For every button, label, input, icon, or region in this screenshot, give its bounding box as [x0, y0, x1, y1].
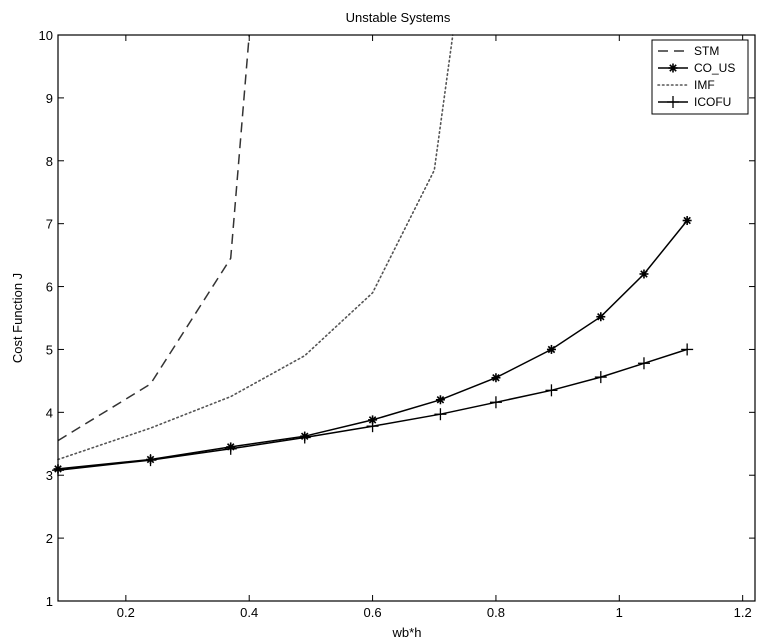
series-icofu-marker	[489, 396, 502, 409]
series-co-us-marker	[682, 216, 692, 226]
series-icofu-marker	[224, 442, 237, 455]
series-co-us-marker	[491, 373, 501, 383]
series-icofu-marker	[298, 431, 311, 444]
series-icofu-marker	[681, 343, 694, 356]
y-tick-label: 8	[46, 154, 53, 169]
series-stm-line	[57, 34, 250, 442]
x-axis-label: wb*h	[392, 625, 422, 640]
chart-title: Unstable Systems	[346, 10, 451, 25]
y-tick-label: 7	[46, 217, 53, 232]
x-tick-label: 1.2	[734, 605, 752, 620]
y-tick-label: 3	[46, 468, 53, 483]
series-co-us-marker	[639, 269, 649, 279]
series-co-us-marker	[546, 344, 556, 354]
series-imf-line	[57, 34, 454, 461]
series-icofu-marker	[144, 454, 157, 467]
x-tick-label: 1	[616, 605, 623, 620]
axis-ticks: 0.2 0.4 0.6 0.8 1 1.2 1 2 3 4 5 6 7 8 9 10	[39, 28, 755, 620]
series-icofu-marker	[637, 357, 650, 370]
legend-icofu-label: ICOFU	[694, 95, 731, 109]
y-tick-label: 1	[46, 594, 53, 609]
x-tick-label: 0.8	[487, 605, 505, 620]
legend-co-us-marker	[668, 63, 678, 73]
series-co-us-marker	[435, 395, 445, 405]
legend-stm-label: STM	[694, 44, 719, 58]
series-icofu-marker	[594, 371, 607, 384]
legend: STM CO_US IMF ICOFU	[651, 39, 749, 115]
y-axis-label: Cost Function J	[10, 273, 25, 363]
series-icofu-marker	[545, 384, 558, 397]
series-co-us-marker	[596, 312, 606, 322]
y-tick-label: 2	[46, 531, 53, 546]
legend-icofu-marker	[667, 96, 679, 108]
y-tick-label: 4	[46, 405, 53, 420]
plot-area	[52, 34, 694, 477]
y-tick-label: 5	[46, 342, 53, 357]
y-tick-label: 10	[39, 28, 53, 43]
series-icofu-marker	[434, 408, 447, 421]
y-tick-label: 9	[46, 91, 53, 106]
plot-frame	[57, 34, 756, 602]
legend-co-us-label: CO_US	[694, 61, 735, 75]
series-icofu-line	[57, 348, 688, 471]
x-tick-label: 0.2	[117, 605, 135, 620]
y-tick-label: 6	[46, 280, 53, 295]
series-icofu-marker	[366, 420, 379, 433]
legend-imf-label: IMF	[694, 78, 715, 92]
x-tick-label: 0.4	[240, 605, 258, 620]
x-tick-label: 0.6	[364, 605, 382, 620]
